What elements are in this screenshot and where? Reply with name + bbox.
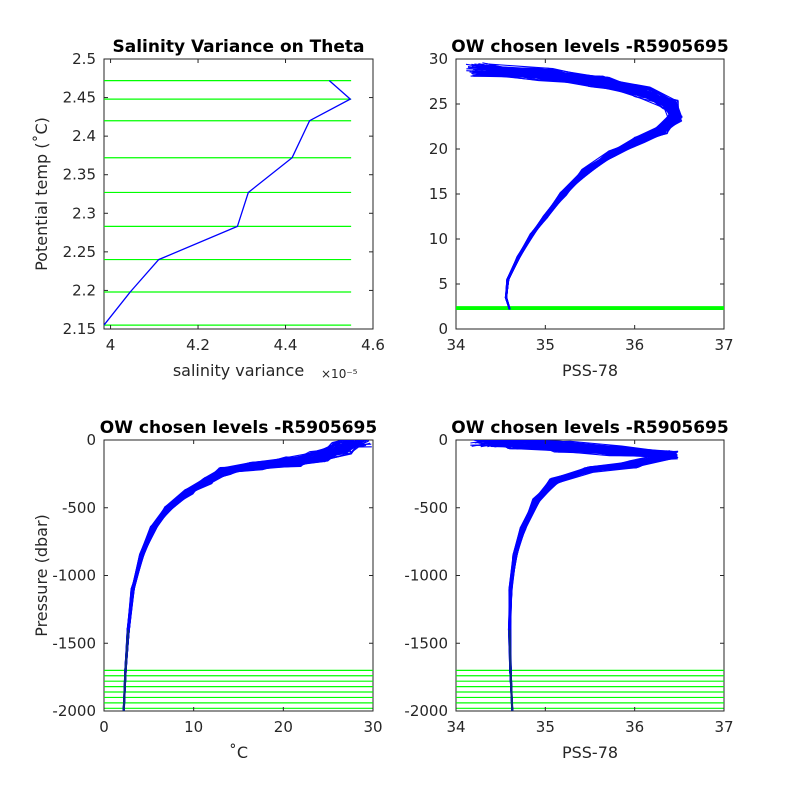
y-tick-label: -1000 <box>52 567 96 585</box>
plot-1: 4 4.2 4.4 4.6 2.15 2.2 2.25 2.3 2.35 2.4 2.45 2.5 Sa… <box>32 37 385 381</box>
y-tick-label: 2.35 <box>63 166 96 184</box>
plot-4: 34 35 36 37 -2000 -1500 -1000 -500 0OW chosen le… <box>404 418 733 762</box>
y-tick-label: 5 <box>438 275 448 293</box>
plot-area <box>104 440 373 711</box>
profile-line <box>470 443 668 711</box>
y-tick-label: 2.25 <box>63 243 96 261</box>
profile-line <box>476 73 674 310</box>
plot-area <box>104 79 352 326</box>
x-tick-label: 34 <box>446 718 465 736</box>
y-tick-label: -1500 <box>404 634 448 652</box>
y-tick-label: -1000 <box>404 567 448 585</box>
y-tick-label: 20 <box>429 140 448 158</box>
y-tick-label: 2.2 <box>72 281 96 299</box>
y-axis-label: Potential temp (˚C) <box>32 117 51 271</box>
x-tick-label: 35 <box>536 718 555 736</box>
y-tick-label: 15 <box>429 185 448 203</box>
x-axis-label: salinity variance <box>173 361 304 380</box>
x-tick-label: 30 <box>363 718 382 736</box>
x-tick-label: 4.2 <box>186 336 210 354</box>
x-tick-label: 37 <box>714 718 733 736</box>
y-axis-label: Pressure (dbar) <box>32 514 51 637</box>
x-tick-label: 34 <box>446 336 465 354</box>
x-tick-label: 35 <box>536 336 555 354</box>
plot-frame <box>455 439 725 712</box>
y-tick-label: 2.3 <box>72 204 96 222</box>
x-tick-label: 36 <box>625 336 644 354</box>
plot-area <box>456 440 724 711</box>
x-tick-label: 10 <box>184 718 203 736</box>
y-tick-label: 0 <box>438 320 448 338</box>
y-tick-label: 25 <box>429 95 448 113</box>
plot-frame <box>103 58 374 330</box>
plot-frame <box>103 439 374 712</box>
x-axis-exponent: ×10⁻⁵ <box>321 367 358 381</box>
x-axis-label: PSS-78 <box>562 361 618 380</box>
x-tick-label: 4 <box>106 336 116 354</box>
profile-line <box>482 68 677 310</box>
y-tick-label: 2.15 <box>63 320 96 338</box>
x-axis-label: PSS-78 <box>562 743 618 762</box>
profile-line <box>123 440 368 711</box>
y-tick-label: -500 <box>62 499 96 517</box>
x-tick-label: 36 <box>625 718 644 736</box>
y-tick-label: 2.4 <box>72 127 96 145</box>
y-tick-label: -1500 <box>52 634 96 652</box>
profile-deep-segment <box>508 629 514 711</box>
chart-title: OW chosen levels -R5905695 <box>451 418 728 438</box>
y-tick-label: 2.5 <box>72 50 96 68</box>
y-tick-label: 10 <box>429 230 448 248</box>
variance-line <box>104 80 352 326</box>
y-tick-label: 30 <box>429 50 448 68</box>
plot-area <box>456 62 724 311</box>
profile-deep-segment <box>122 629 130 711</box>
x-axis-label: ˚C <box>229 743 248 762</box>
plot-frame <box>455 58 725 330</box>
x-tick-label: 4.4 <box>274 336 298 354</box>
y-tick-label: -500 <box>414 499 448 517</box>
x-tick-label: 37 <box>714 336 733 354</box>
y-tick-label: -2000 <box>404 702 448 720</box>
x-tick-label: 4.6 <box>361 336 385 354</box>
y-tick-label: -2000 <box>52 702 96 720</box>
chart-title: Salinity Variance on Theta <box>113 37 365 57</box>
x-tick-label: 0 <box>99 718 109 736</box>
profile-line <box>482 62 677 310</box>
chart-title: OW chosen levels -R5905695 <box>100 418 377 438</box>
y-tick-label: 2.45 <box>63 89 96 107</box>
chart-title: OW chosen levels -R5905695 <box>451 37 728 57</box>
x-tick-label: 20 <box>274 718 293 736</box>
y-tick-label: 0 <box>86 431 96 449</box>
y-tick-label: 0 <box>438 431 448 449</box>
